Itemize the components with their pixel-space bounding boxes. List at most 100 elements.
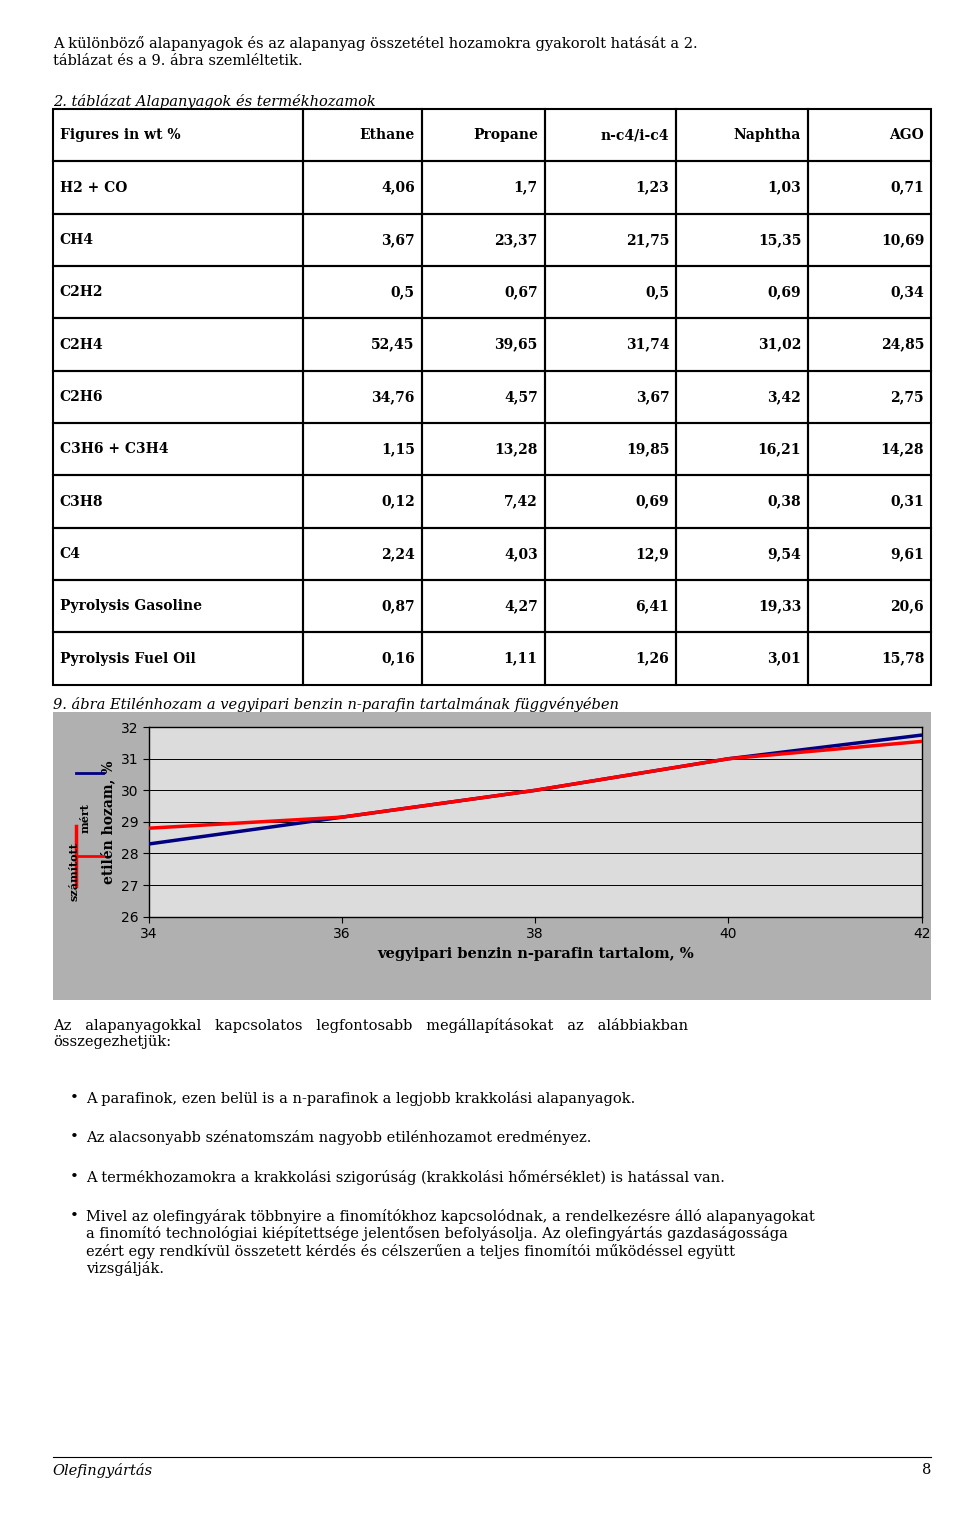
Text: Figures in wt %: Figures in wt % <box>60 129 180 142</box>
Bar <box>53 214 303 267</box>
Text: 14,28: 14,28 <box>880 442 924 456</box>
Text: Az alacsonyabb szénatomszám nagyobb etilénhozamot eredményez.: Az alacsonyabb szénatomszám nagyobb etil… <box>86 1130 591 1145</box>
Bar <box>544 371 677 423</box>
Text: 39,65: 39,65 <box>494 338 538 351</box>
Y-axis label: etilén hozam, %: etilén hozam, % <box>101 761 115 883</box>
Text: 0,16: 0,16 <box>381 651 415 665</box>
Bar <box>303 267 421 318</box>
Bar <box>53 371 303 423</box>
Text: 1,7: 1,7 <box>514 180 538 194</box>
Bar <box>53 267 303 318</box>
Text: Pyrolysis Gasoline: Pyrolysis Gasoline <box>60 600 202 614</box>
Bar <box>421 423 544 476</box>
Bar <box>808 580 931 632</box>
Text: 1,15: 1,15 <box>381 442 415 456</box>
Bar <box>303 162 421 214</box>
Text: 10,69: 10,69 <box>880 233 924 247</box>
Text: 24,85: 24,85 <box>880 338 924 351</box>
Bar <box>544 267 677 318</box>
Bar <box>808 109 931 162</box>
Text: 1,23: 1,23 <box>636 180 669 194</box>
Text: n-c4/i-c4: n-c4/i-c4 <box>601 129 669 142</box>
Text: A parafinok, ezen belül is a n-parafinok a legjobb krakkolási alapanyagok.: A parafinok, ezen belül is a n-parafinok… <box>86 1091 636 1106</box>
Text: 0,34: 0,34 <box>891 285 924 300</box>
Text: 0,71: 0,71 <box>891 180 924 194</box>
Bar <box>421 214 544 267</box>
Text: 0,5: 0,5 <box>645 285 669 300</box>
Bar <box>677 371 808 423</box>
Text: 0,12: 0,12 <box>381 494 415 509</box>
Text: 8: 8 <box>922 1463 931 1477</box>
Bar <box>544 109 677 162</box>
Text: 4,03: 4,03 <box>504 547 538 561</box>
Text: 15,78: 15,78 <box>880 651 924 665</box>
Text: H2 + CO: H2 + CO <box>60 180 128 194</box>
Bar <box>303 318 421 371</box>
Bar <box>53 527 303 580</box>
Text: 2. táblázat Alapanyagok és termékhozamok: 2. táblázat Alapanyagok és termékhozamok <box>53 94 375 109</box>
Bar <box>544 476 677 527</box>
Bar <box>421 476 544 527</box>
Bar <box>544 162 677 214</box>
Text: 4,06: 4,06 <box>381 180 415 194</box>
Bar <box>303 371 421 423</box>
Text: Propane: Propane <box>473 129 538 142</box>
Bar <box>808 476 931 527</box>
Text: 31,02: 31,02 <box>757 338 802 351</box>
Bar <box>421 267 544 318</box>
Bar <box>53 476 303 527</box>
Text: 3,42: 3,42 <box>767 389 802 405</box>
Bar <box>677 580 808 632</box>
Text: 3,01: 3,01 <box>767 651 802 665</box>
Text: 13,28: 13,28 <box>494 442 538 456</box>
Bar <box>677 632 808 685</box>
Bar <box>808 632 931 685</box>
X-axis label: vegyipari benzin n-parafin tartalom, %: vegyipari benzin n-parafin tartalom, % <box>377 947 693 961</box>
Text: •: • <box>70 1170 79 1183</box>
Bar <box>544 423 677 476</box>
Bar <box>53 162 303 214</box>
Text: 52,45: 52,45 <box>372 338 415 351</box>
Text: 3,67: 3,67 <box>636 389 669 405</box>
Bar <box>421 318 544 371</box>
Bar <box>53 580 303 632</box>
Bar <box>544 318 677 371</box>
Text: Naphtha: Naphtha <box>733 129 802 142</box>
Bar <box>53 318 303 371</box>
Text: 0,87: 0,87 <box>381 600 415 614</box>
Bar <box>421 162 544 214</box>
Bar <box>808 214 931 267</box>
Text: 31,74: 31,74 <box>626 338 669 351</box>
Bar <box>677 267 808 318</box>
Bar <box>53 423 303 476</box>
Bar <box>303 580 421 632</box>
Text: 1,26: 1,26 <box>636 651 669 665</box>
Bar <box>808 527 931 580</box>
Text: 0,69: 0,69 <box>636 494 669 509</box>
Bar <box>677 318 808 371</box>
Bar <box>303 632 421 685</box>
Text: 21,75: 21,75 <box>626 233 669 247</box>
Bar <box>303 476 421 527</box>
Text: C2H6: C2H6 <box>60 389 104 405</box>
Text: AGO: AGO <box>889 129 924 142</box>
Bar <box>808 162 931 214</box>
Text: 1,11: 1,11 <box>504 651 538 665</box>
Bar <box>421 109 544 162</box>
Text: 12,9: 12,9 <box>636 547 669 561</box>
Text: 2,24: 2,24 <box>381 547 415 561</box>
Text: számított: számított <box>68 842 80 900</box>
Bar <box>808 318 931 371</box>
Text: 16,21: 16,21 <box>757 442 802 456</box>
Text: 19,85: 19,85 <box>626 442 669 456</box>
Text: 0,69: 0,69 <box>768 285 802 300</box>
Text: C2H2: C2H2 <box>60 285 104 300</box>
Bar <box>677 423 808 476</box>
Text: A különböző alapanyagok és az alapanyag összetétel hozamokra gyakorolt hatását a: A különböző alapanyagok és az alapanyag … <box>53 36 697 68</box>
Bar <box>53 109 303 162</box>
Text: 6,41: 6,41 <box>636 600 669 614</box>
Text: Az   alapanyagokkal   kapcsolatos   legfontosabb   megállapításokat   az   alább: Az alapanyagokkal kapcsolatos legfontosa… <box>53 1018 688 1050</box>
Bar <box>303 109 421 162</box>
Bar <box>544 527 677 580</box>
Bar <box>677 109 808 162</box>
